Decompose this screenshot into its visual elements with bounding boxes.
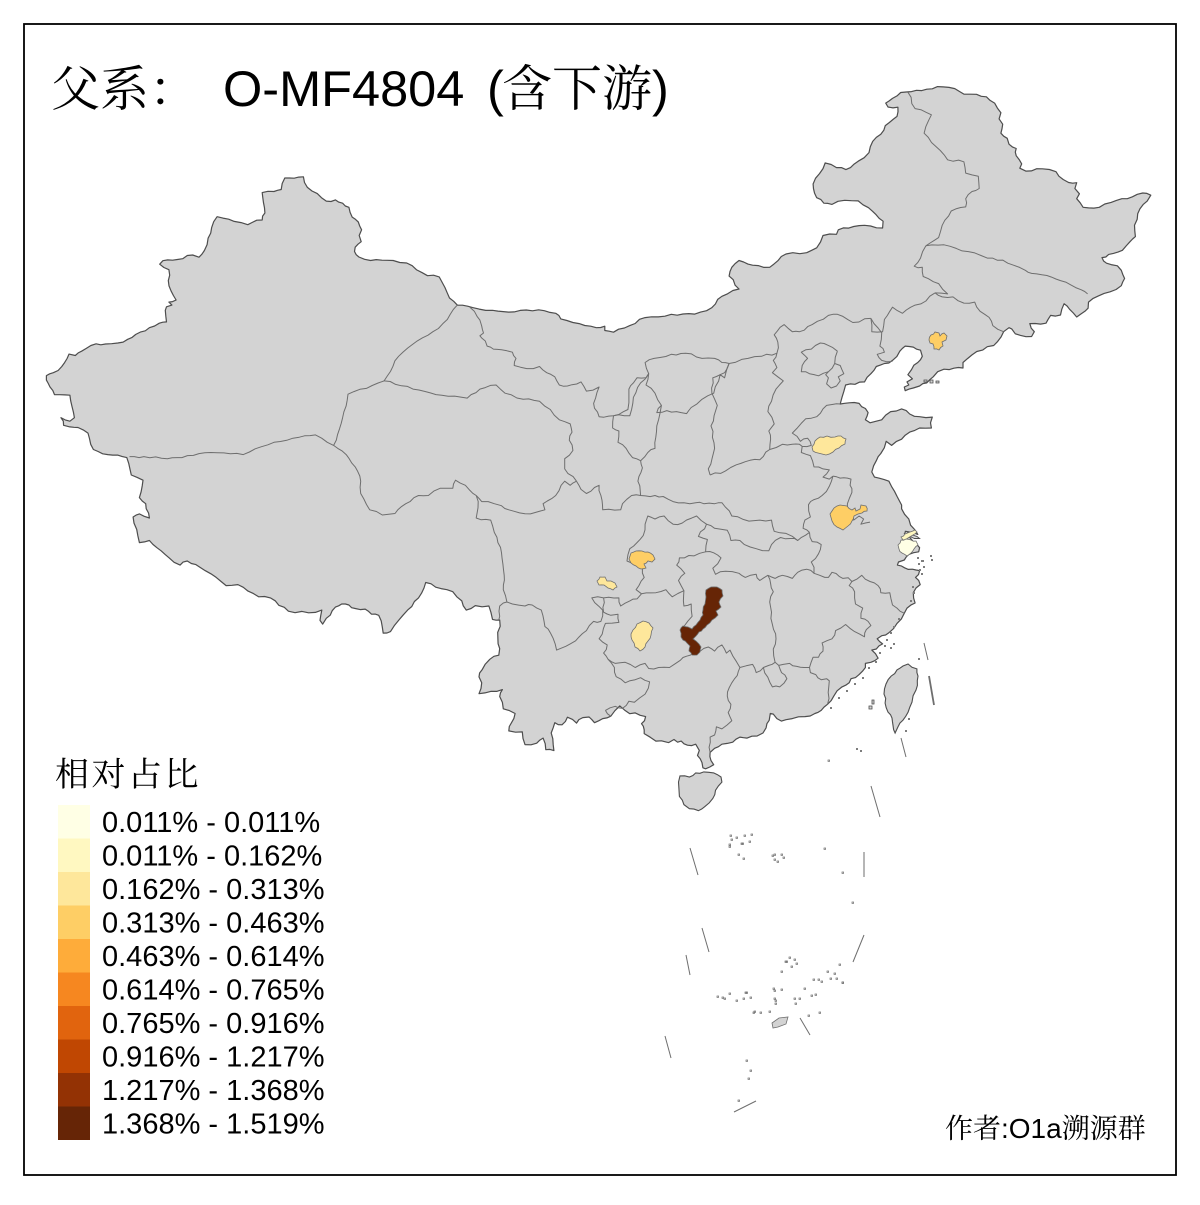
svg-text:0.916% - 1.217%: 0.916% - 1.217% <box>102 1042 324 1074</box>
svg-text::O1a: :O1a <box>1001 1113 1062 1144</box>
svg-text:(: ( <box>487 60 504 117</box>
svg-text:): ) <box>652 60 669 117</box>
svg-text:O-MF4804: O-MF4804 <box>223 60 464 117</box>
svg-text:0.765% - 0.916%: 0.765% - 0.916% <box>102 1008 324 1040</box>
svg-text:0.463% - 0.614%: 0.463% - 0.614% <box>102 941 324 973</box>
svg-text:1.217% - 1.368%: 1.217% - 1.368% <box>102 1075 324 1107</box>
svg-text:0.011% - 0.011%: 0.011% - 0.011% <box>102 807 320 839</box>
svg-text:1.368% - 1.519%: 1.368% - 1.519% <box>102 1109 324 1141</box>
svg-text:0.313% - 0.463%: 0.313% - 0.463% <box>102 908 324 940</box>
svg-text:0.162% - 0.313%: 0.162% - 0.313% <box>102 874 324 906</box>
svg-text:0.011% - 0.162%: 0.011% - 0.162% <box>102 841 322 873</box>
svg-text:0.614% - 0.765%: 0.614% - 0.765% <box>102 975 324 1007</box>
